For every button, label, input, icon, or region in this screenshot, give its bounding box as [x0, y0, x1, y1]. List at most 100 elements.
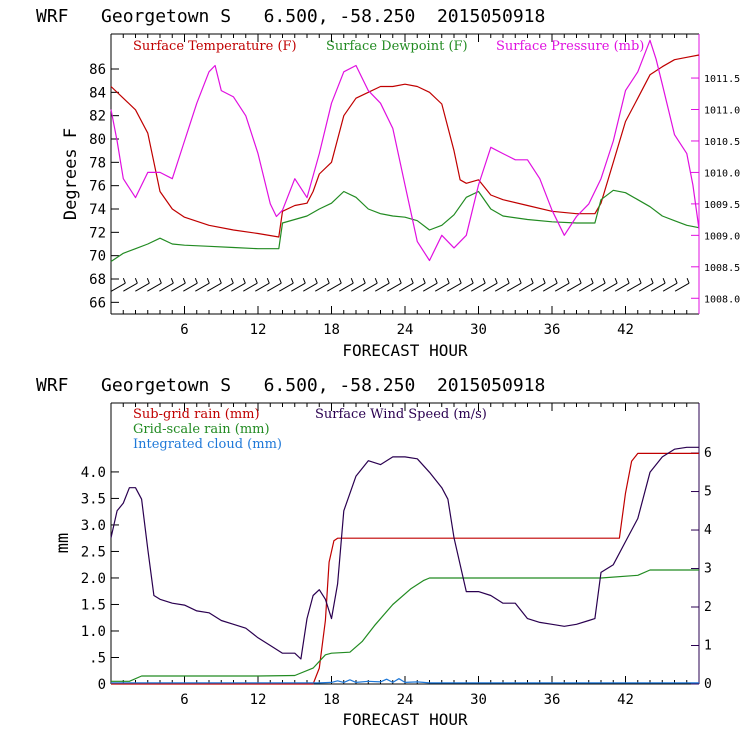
wind-barb	[482, 277, 498, 292]
wind-barb-staff	[674, 282, 690, 292]
wind-barb-flag	[578, 277, 582, 284]
wind-barb-staff	[398, 282, 414, 292]
wind-barb	[147, 277, 162, 292]
wind-barb	[506, 277, 522, 292]
wind-barb-staff	[434, 282, 450, 292]
wind-barb-flag	[386, 277, 390, 284]
wind-barb-staff	[195, 282, 210, 292]
wind-barb-staff	[626, 282, 642, 292]
wind-barb-staff	[506, 282, 522, 292]
wind-barb-flag	[338, 277, 342, 284]
wind-barb	[434, 277, 450, 292]
wind-barb	[638, 277, 654, 292]
wind-barb-flag	[362, 277, 366, 284]
wind-barb	[362, 277, 378, 292]
y2-tick-label: 1009.5	[704, 200, 740, 211]
wind-barb-flag	[650, 277, 654, 284]
y2-tick-label: 1008.0	[704, 294, 740, 305]
y-tick-label: 78	[89, 155, 106, 171]
y-tick-label: 4.0	[81, 465, 106, 481]
wind-barb-staff	[362, 282, 378, 292]
wind-barb-staff	[207, 282, 222, 292]
y2-tick-label: 4	[704, 523, 712, 538]
wind-barb-flag	[170, 277, 174, 284]
wind-barb-flag	[158, 277, 162, 284]
y2-tick-label: 5	[704, 485, 712, 500]
wind-barb-flag	[614, 277, 618, 284]
wind-barb	[183, 277, 198, 292]
grid-scale-rain-mm-line	[111, 569, 699, 682]
wind-barb-staff	[374, 282, 390, 292]
y2-tick-label: 1009.0	[704, 231, 740, 242]
x-tick-label: 24	[397, 692, 414, 708]
x-tick-label: 12	[250, 322, 267, 338]
wind-barb	[255, 277, 270, 292]
x-tick-label: 24	[397, 322, 414, 338]
wind-barb-staff	[147, 282, 162, 292]
wind-barb	[303, 277, 318, 292]
wind-barb-staff	[327, 282, 342, 292]
legend-entry: Surface Wind Speed (m/s)	[315, 407, 487, 422]
y2-tick-label: 2	[704, 600, 712, 615]
wind-barb	[494, 277, 510, 292]
y-tick-label: 82	[89, 109, 106, 125]
wind-barb-flag	[590, 277, 594, 284]
x-tick-label: 6	[180, 692, 188, 708]
wind-barb-flag	[518, 277, 522, 284]
x-tick-label: 30	[470, 692, 487, 708]
x-tick-label: 18	[323, 322, 340, 338]
wind-barb-staff	[267, 282, 282, 292]
y2-tick-label: 1010.0	[704, 168, 740, 179]
wind-barb	[470, 277, 486, 292]
wind-barb-flag	[206, 277, 210, 284]
wind-barb-flag	[530, 277, 534, 284]
wind-barb-staff	[410, 282, 426, 292]
wind-barb-staff	[482, 282, 498, 292]
y-tick-label: 84	[89, 85, 106, 101]
wind-barb	[566, 277, 582, 292]
legend-entry: Surface Dewpoint (F)	[326, 39, 468, 54]
wind-barb-flag	[254, 277, 258, 284]
y-tick-label: 66	[89, 295, 106, 311]
wind-barb	[219, 277, 234, 292]
wind-barb-staff	[530, 282, 546, 292]
wind-barb-flag	[434, 277, 438, 284]
wind-barb	[662, 277, 678, 292]
wind-barb-flag	[638, 277, 642, 284]
wind-barb-staff	[458, 282, 474, 292]
wind-barb	[518, 277, 534, 292]
x-tick-label: 6	[180, 322, 188, 338]
wind-barb	[626, 277, 642, 292]
wind-barb-flag	[506, 277, 510, 284]
wind-barb-staff	[518, 282, 534, 292]
chart-title: WRF Georgetown S 6.500, -58.250 20150509…	[36, 375, 545, 396]
wind-barb-staff	[303, 282, 318, 292]
legend-entry: Grid-scale rain (mm)	[133, 422, 270, 437]
wind-barb-staff	[339, 282, 354, 292]
wind-barb-staff	[231, 282, 246, 292]
wind-barb-staff	[578, 282, 594, 292]
wind-barb	[267, 277, 282, 292]
x-tick-label: 12	[250, 692, 267, 708]
wind-barb	[159, 277, 174, 292]
wind-barb-flag	[374, 277, 378, 284]
wind-barb-staff	[255, 282, 270, 292]
wind-barb-flag	[278, 277, 282, 284]
wind-barb-flag	[410, 277, 414, 284]
wind-barb-flag	[566, 277, 570, 284]
y-tick-label: 1.0	[81, 624, 106, 640]
wind-barb-staff	[554, 282, 570, 292]
wind-barb-staff	[111, 282, 126, 292]
wind-barb	[446, 277, 462, 292]
y-tick-label: 72	[89, 225, 106, 241]
x-tick-label: 42	[617, 322, 634, 338]
x-tick-label: 42	[617, 692, 634, 708]
x-tick-label: 18	[323, 692, 340, 708]
wind-barb-staff	[446, 282, 462, 292]
wind-barb-staff	[243, 282, 258, 292]
wind-barb	[542, 277, 558, 292]
wind-barb-staff	[590, 282, 606, 292]
legend-entry: Sub-grid rain (mm)	[133, 407, 260, 422]
y-tick-label: 1.5	[81, 597, 106, 613]
